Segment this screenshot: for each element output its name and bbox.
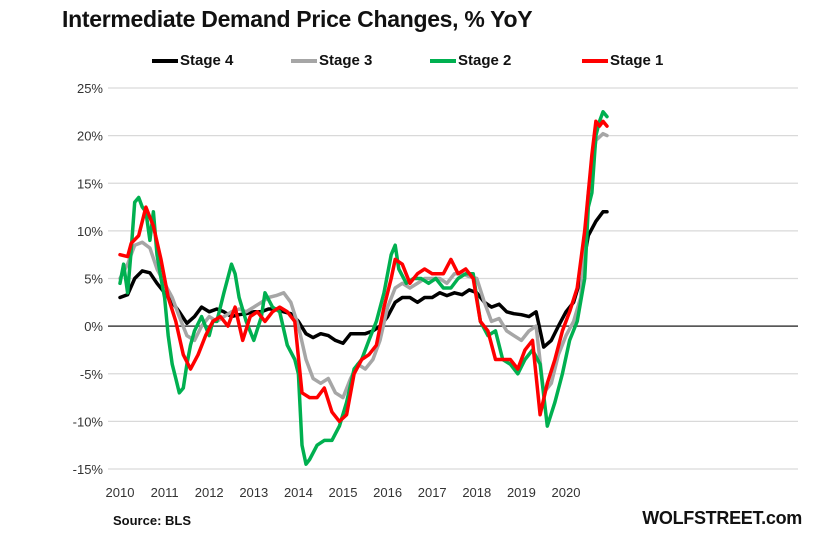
brand-watermark: WOLFSTREET.com [642, 508, 802, 528]
series-line-stage-4 [118, 210, 609, 349]
x-tick-label: 2020 [552, 485, 581, 500]
x-axis-ticks: 2010 2011 2012 2013 2014 2015 2016 2017 2018 2019… [106, 485, 581, 500]
series-line-stage-2 [118, 110, 609, 466]
y-tick-label: 25% [77, 81, 103, 96]
y-tick-label: 0% [84, 319, 103, 334]
legend-label-stage-4: Stage 4 [180, 52, 234, 69]
legend-swatch-stage-3 [291, 58, 317, 63]
series-lines [118, 110, 609, 466]
legend-label-stage-1: Stage 1 [610, 52, 664, 69]
x-tick-label: 2016 [373, 485, 402, 500]
legend-item-stage-4: Stage 4 [152, 52, 233, 69]
series-line-stage-1 [118, 119, 609, 424]
legend-label-stage-2: Stage 2 [458, 52, 512, 69]
legend-swatch-stage-4 [152, 58, 178, 63]
y-tick-label: 5% [84, 272, 103, 287]
legend-swatch-stage-1 [582, 58, 608, 63]
chart-legend: Stage 4 Stage 3 Stage 2 Stage 1 [0, 52, 816, 72]
y-tick-label: -5% [80, 367, 104, 382]
x-tick-label: 2014 [284, 485, 313, 500]
y-tick-label: 15% [77, 176, 103, 191]
grid-lines [108, 87, 798, 470]
legend-label-stage-3: Stage 3 [319, 52, 373, 69]
y-tick-label: -15% [73, 462, 104, 477]
legend-item-stage-3: Stage 3 [291, 52, 372, 69]
x-tick-label: 2011 [151, 485, 179, 500]
y-tick-label: -10% [73, 414, 104, 429]
x-tick-label: 2012 [195, 485, 224, 500]
chart-title: Intermediate Demand Price Changes, % YoY [62, 6, 533, 32]
y-axis-ticks: 25% 20% 15% 10% 5% 0% -5% -10% -15% [73, 81, 104, 477]
x-tick-label: 2017 [418, 485, 447, 500]
x-tick-label: 2018 [462, 485, 491, 500]
source-note: Source: BLS [113, 513, 192, 528]
series-line-stage-3 [118, 131, 609, 400]
x-tick-label: 2010 [106, 485, 135, 500]
x-tick-label: 2019 [507, 485, 536, 500]
y-tick-label: 20% [77, 129, 103, 144]
legend-swatch-stage-2 [430, 58, 456, 63]
legend-item-stage-1: Stage 1 [582, 52, 663, 69]
legend-item-stage-2: Stage 2 [430, 52, 511, 69]
y-tick-label: 10% [77, 224, 103, 239]
x-tick-label: 2013 [239, 485, 268, 500]
x-tick-label: 2015 [329, 485, 358, 500]
